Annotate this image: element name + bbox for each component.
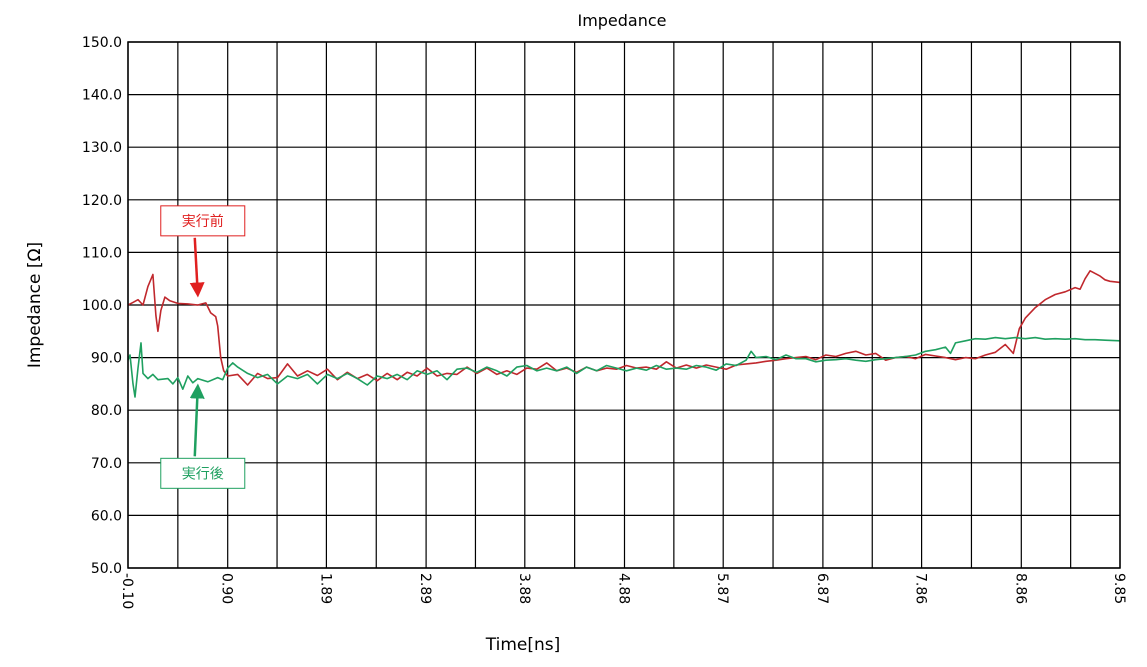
annotation-box: [160, 205, 246, 237]
annotation-box: [160, 457, 246, 489]
x-tick-label: 3.88: [516, 573, 532, 604]
y-tick-label: 80.0: [91, 403, 122, 419]
x-tick-label: 0.90: [219, 573, 235, 604]
y-tick-label: 140.0: [82, 88, 122, 104]
y-tick-label: 150.0: [82, 35, 122, 51]
series-lines: [127, 270, 1121, 398]
x-tick-label: 1.89: [317, 573, 333, 604]
x-tick-label: 8.86: [1012, 573, 1028, 604]
y-tick-label: 90.0: [91, 351, 122, 367]
x-axis-label: Time[ns]: [485, 635, 561, 655]
annotation-label: 実行前: [182, 213, 224, 230]
y-tick-label: 60.0: [91, 508, 122, 524]
y-axis-ticks: 50.0 60.0 70.0 80.0 90.0 100.0 110.0 120.0 130.0…: [82, 35, 122, 577]
x-tick-label: 7.86: [913, 573, 929, 604]
plot-frame: [127, 41, 1121, 569]
y-tick-label: 50.0: [91, 561, 122, 577]
x-tick-label: 2.89: [417, 573, 433, 604]
y-tick-label: 120.0: [82, 193, 122, 209]
x-axis-ticks: -0.10 0.90 1.89 2.89 3.88 4.88 5.87 6.87 7.86 8.8…: [119, 573, 1127, 609]
chart-title: Impedance: [577, 11, 666, 30]
y-tick-label: 100.0: [82, 298, 122, 314]
x-tick-label: 5.87: [714, 573, 730, 604]
grid: [127, 41, 1121, 569]
y-tick-label: 110.0: [82, 245, 122, 261]
series-line-1: [127, 336, 1121, 398]
annotation-arrow: [189, 237, 205, 298]
x-tick-label: 6.87: [814, 573, 830, 604]
x-tick-label: 4.88: [615, 573, 631, 604]
x-tick-label: 9.85: [1111, 573, 1127, 604]
x-tick-label: -0.10: [119, 573, 135, 609]
y-tick-label: 70.0: [91, 456, 122, 472]
annotation-arrow: [189, 383, 205, 457]
y-tick-label: 130.0: [82, 140, 122, 156]
y-axis-label: Impedance [Ω]: [25, 242, 45, 368]
annotation-label: 実行後: [182, 466, 224, 482]
